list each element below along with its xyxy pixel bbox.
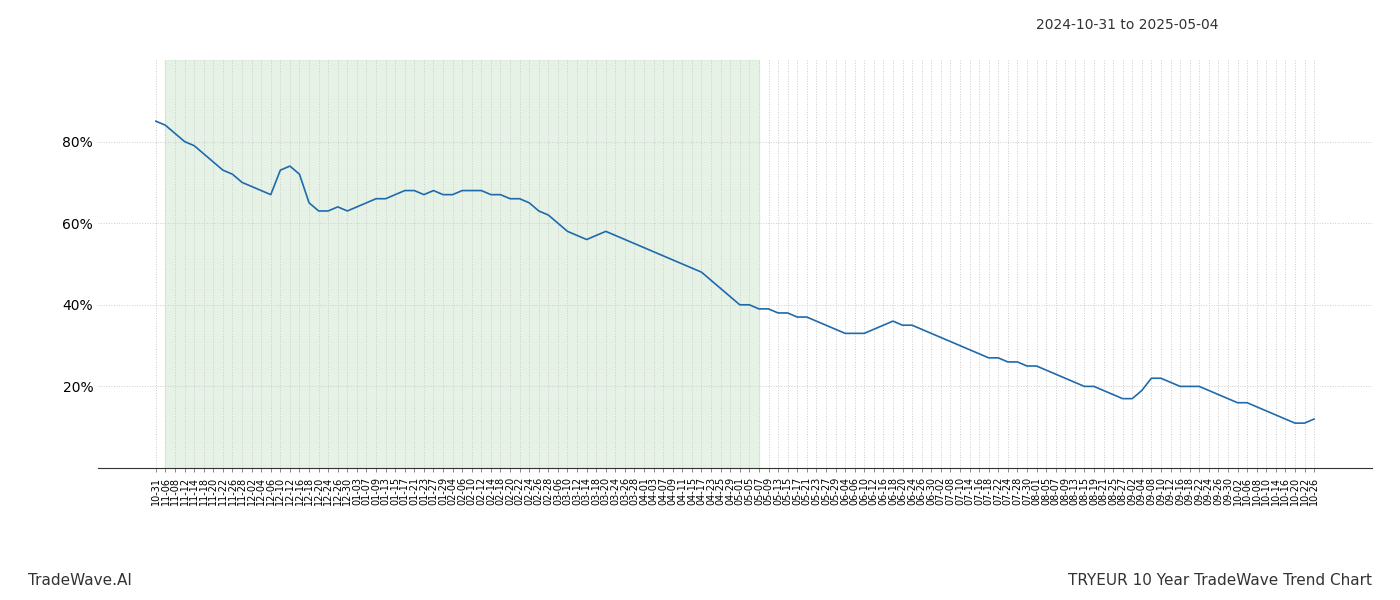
Text: 2024-10-31 to 2025-05-04: 2024-10-31 to 2025-05-04 [1036,18,1218,32]
Text: TRYEUR 10 Year TradeWave Trend Chart: TRYEUR 10 Year TradeWave Trend Chart [1068,573,1372,588]
Bar [165,60,759,468]
Text: TradeWave.AI: TradeWave.AI [28,573,132,588]
